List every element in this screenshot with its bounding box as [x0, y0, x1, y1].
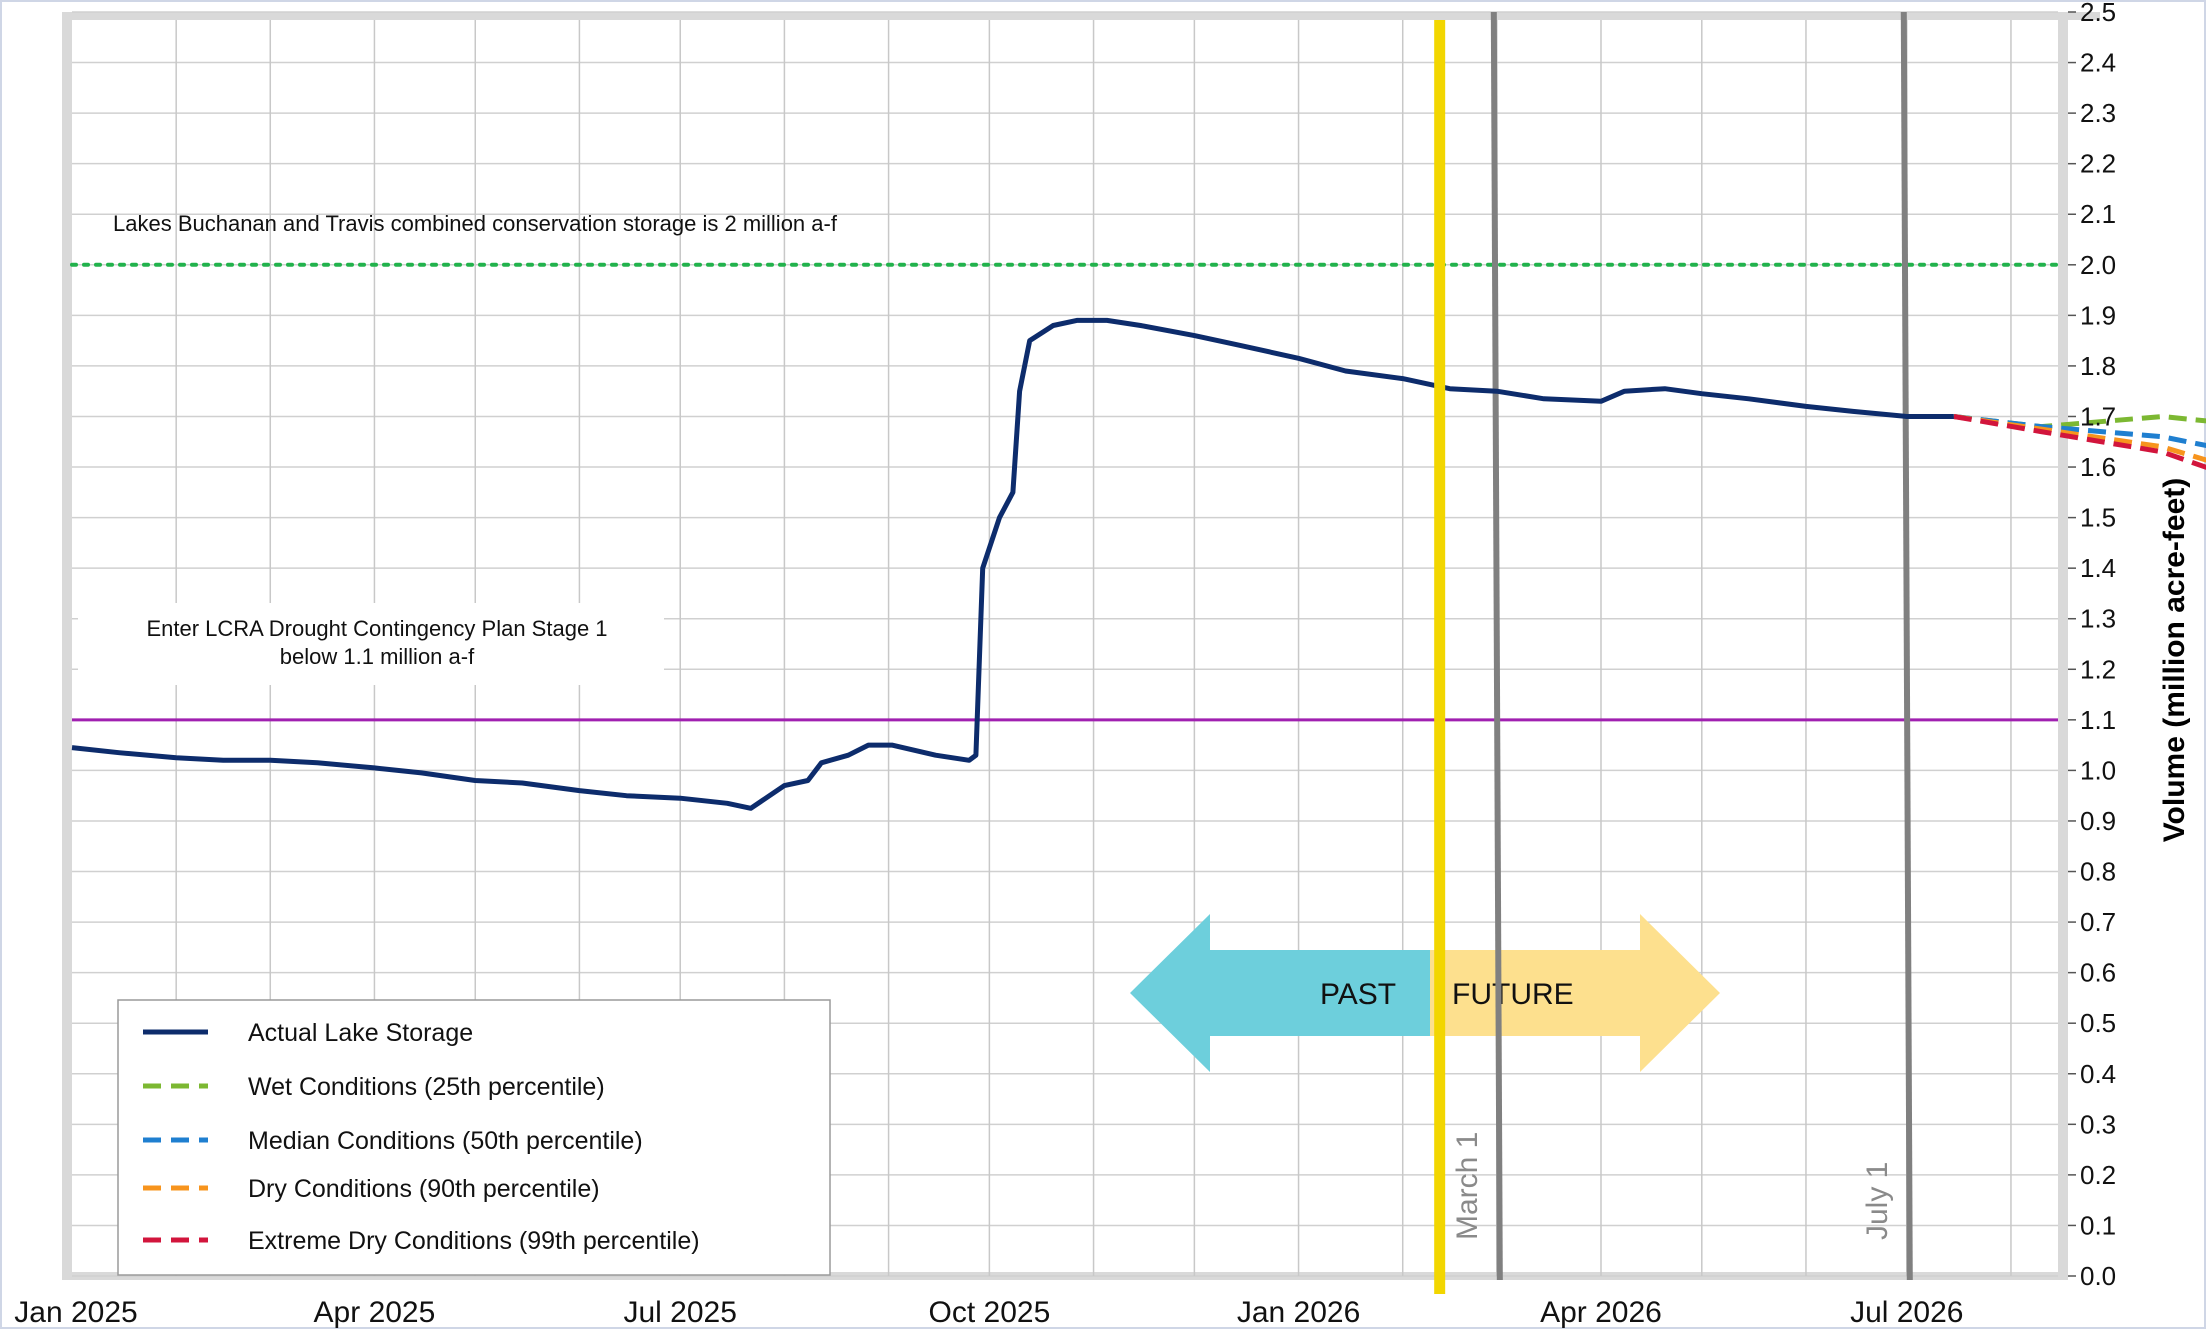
y-tick-label: 0.6	[2080, 958, 2116, 988]
legend-box	[117, 999, 831, 1276]
x-tick-label: Apr 2026	[1540, 1296, 1662, 1329]
x-axis-ticks: Jan 2025 Apr 2025 Jul 2025 Oct 2025 Jan 2026…	[14, 1296, 1963, 1329]
date-markers: March 1 July 1	[1451, 11, 1913, 1281]
x-tick-label: Apr 2025	[314, 1296, 436, 1329]
left-axis-bar	[62, 12, 72, 1280]
marker-line	[1900, 11, 1913, 1281]
y-tick-label: 1.7	[2080, 401, 2116, 431]
legend-label: Median Conditions (50th percentile)	[248, 1127, 643, 1155]
x-tick-label: Jan 2026	[1237, 1296, 1360, 1329]
series-line	[71, 317, 1954, 811]
y-tick-label: 2.4	[2080, 48, 2116, 78]
x-tick-label: Jul 2026	[1850, 1296, 1963, 1329]
y-tick-label: 1.9	[2080, 300, 2116, 330]
y-tick-label: 1.5	[2080, 503, 2116, 533]
y-tick-label: 2.2	[2080, 149, 2116, 179]
y-tick-label: 1.8	[2080, 351, 2116, 381]
legend-label: Extreme Dry Conditions (99th percentile)	[248, 1227, 700, 1255]
y-tick-label: 1.4	[2080, 553, 2116, 583]
y-tick-label: 0.4	[2080, 1059, 2116, 1089]
past-future-arrows: PAST FUTURE	[1130, 914, 1720, 1072]
y-tick-label: 0.7	[2080, 907, 2116, 937]
y-tick-label: 1.6	[2080, 452, 2116, 482]
future-arrow	[1430, 914, 1720, 1072]
y-tick-label: 0.9	[2080, 806, 2116, 836]
y-axis-ticks: 0.0 0.1 0.2 0.3 0.4 0.5 0.6 0.7 0.8 0.9 1.0 1.1 1.2 1…	[2068, 0, 2116, 1291]
y-tick-label: 1.0	[2080, 755, 2116, 785]
stage1-annotation-line2: below 1.1 million a-f	[280, 644, 475, 669]
x-tick-label: Jan 2025	[14, 1296, 137, 1329]
y-tick-label: 0.3	[2080, 1109, 2116, 1139]
y-tick-label: 0.0	[2080, 1261, 2116, 1291]
y-tick-label: 1.2	[2080, 654, 2116, 684]
legend: Actual Lake Storage Wet Conditions (25th …	[117, 999, 831, 1276]
x-tick-label: Oct 2025	[929, 1296, 1051, 1329]
legend-label: Wet Conditions (25th percentile)	[248, 1073, 605, 1101]
legend-label: Actual Lake Storage	[248, 1019, 473, 1047]
y-tick-label: 2.1	[2080, 199, 2116, 229]
y-tick-label: 2.5	[2080, 0, 2116, 27]
y-tick-label: 2.0	[2080, 250, 2116, 280]
y-tick-label: 2.3	[2080, 98, 2116, 128]
stage1-annotation-line1: Enter LCRA Drought Contingency Plan Stag…	[146, 616, 607, 641]
y-tick-label: 0.8	[2080, 857, 2116, 887]
y-axis-label: Volume (million acre-feet)	[2158, 478, 2191, 843]
reference-lines	[70, 262, 2060, 722]
series-layer	[71, 317, 2206, 811]
stage1-annotation-box	[78, 603, 664, 685]
x-tick-label: Jul 2025	[624, 1296, 737, 1329]
y-tick-label: 1.3	[2080, 604, 2116, 634]
right-axis-bar	[2058, 12, 2068, 1280]
y-tick-label: 0.1	[2080, 1210, 2116, 1240]
future-label: FUTURE	[1452, 978, 1574, 1011]
conservation-storage-annotation: Lakes Buchanan and Travis combined conse…	[113, 211, 838, 236]
marker-label: July 1	[1861, 1162, 1894, 1240]
grid-layer	[72, 11, 2058, 1277]
y-tick-label: 0.2	[2080, 1160, 2116, 1190]
top-axis-bar	[62, 12, 2100, 20]
y-tick-label: 1.1	[2080, 705, 2116, 735]
past-label: PAST	[1320, 978, 1396, 1011]
marker-label: March 1	[1451, 1132, 1484, 1240]
legend-label: Dry Conditions (90th percentile)	[248, 1175, 600, 1203]
marker-line	[1490, 11, 1503, 1281]
y-tick-label: 0.5	[2080, 1008, 2116, 1038]
past-arrow	[1130, 914, 1438, 1072]
series-line	[1953, 414, 2206, 470]
